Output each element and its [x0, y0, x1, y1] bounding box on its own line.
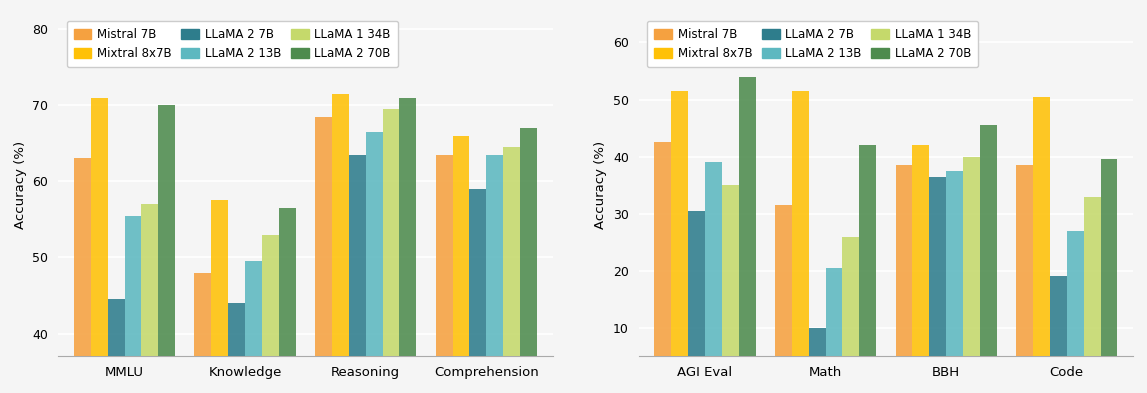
Bar	[1016, 165, 1033, 385]
Bar	[399, 97, 416, 393]
Bar	[705, 162, 721, 385]
Bar	[739, 77, 756, 385]
Bar	[195, 273, 211, 393]
Bar	[504, 147, 520, 393]
Bar	[896, 165, 912, 385]
Bar	[469, 189, 486, 393]
Bar	[929, 176, 946, 385]
Bar	[453, 136, 469, 393]
Y-axis label: Accuracy (%): Accuracy (%)	[594, 141, 607, 229]
Bar	[331, 94, 349, 393]
Bar	[91, 97, 108, 393]
Bar	[826, 268, 842, 385]
Bar	[262, 235, 279, 393]
Bar	[688, 211, 705, 385]
Bar	[436, 155, 453, 393]
Bar	[946, 171, 963, 385]
Y-axis label: Accuracy (%): Accuracy (%)	[14, 141, 26, 229]
Bar	[211, 200, 228, 393]
Bar	[1084, 196, 1100, 385]
Bar	[654, 142, 671, 385]
Bar	[383, 109, 399, 393]
Bar	[279, 208, 296, 393]
Bar	[859, 145, 876, 385]
Bar	[1067, 231, 1084, 385]
Bar	[315, 117, 331, 393]
Bar	[520, 128, 537, 393]
Bar	[963, 156, 980, 385]
Bar	[349, 155, 366, 393]
Bar	[73, 158, 91, 393]
Bar	[912, 145, 929, 385]
Legend: Mistral 7B, Mixtral 8x7B, LLaMA 2 7B, LLaMA 2 13B, LLaMA 1 34B, LLaMA 2 70B: Mistral 7B, Mixtral 8x7B, LLaMA 2 7B, LL…	[647, 21, 978, 67]
Bar	[721, 185, 739, 385]
Legend: Mistral 7B, Mixtral 8x7B, LLaMA 2 7B, LLaMA 2 13B, LLaMA 1 34B, LLaMA 2 70B: Mistral 7B, Mixtral 8x7B, LLaMA 2 7B, LL…	[67, 21, 398, 67]
Bar	[980, 125, 997, 385]
Bar	[125, 216, 141, 393]
Bar	[775, 205, 791, 385]
Bar	[245, 261, 262, 393]
Bar	[1100, 160, 1117, 385]
Bar	[158, 105, 175, 393]
Bar	[108, 299, 125, 393]
Bar	[842, 237, 859, 385]
Bar	[486, 155, 504, 393]
Bar	[366, 132, 383, 393]
Bar	[1050, 276, 1067, 385]
Bar	[809, 328, 826, 385]
Bar	[141, 204, 158, 393]
Bar	[228, 303, 245, 393]
Bar	[791, 91, 809, 385]
Bar	[671, 91, 688, 385]
Bar	[1033, 97, 1050, 385]
